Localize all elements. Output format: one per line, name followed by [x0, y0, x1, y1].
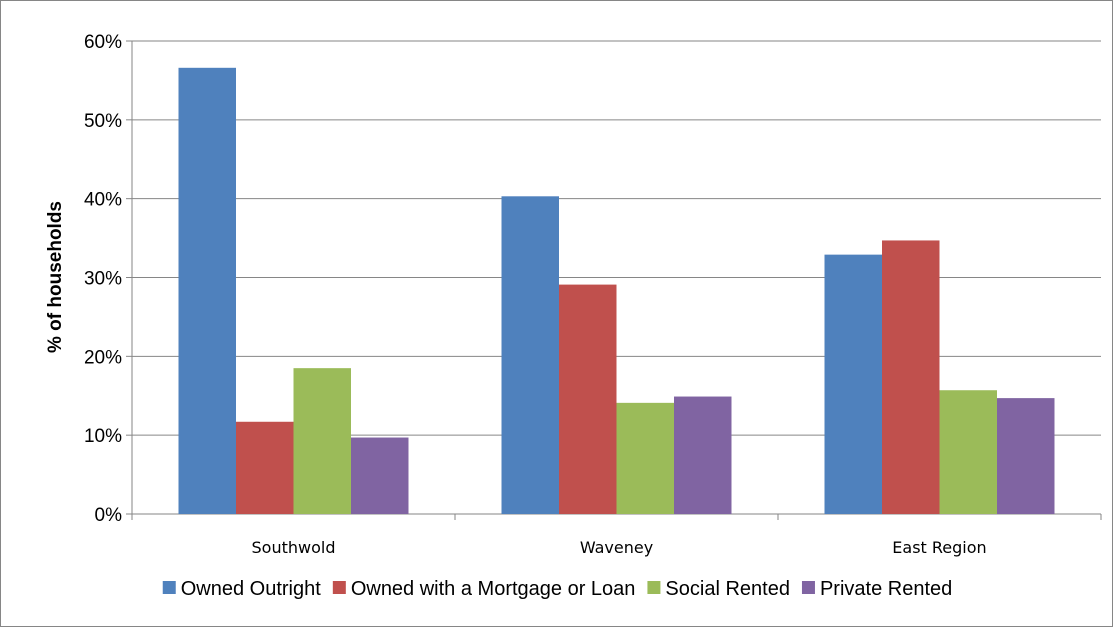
category-label: Waveney [580, 538, 653, 557]
legend-label: Owned with a Mortgage or Loan [351, 578, 636, 600]
legend: Owned Outright Owned with a Mortgage or L… [162, 578, 952, 600]
bar [236, 421, 294, 514]
y-tick-label: 30% [84, 269, 122, 290]
bar [293, 368, 351, 514]
legend-swatch [647, 581, 661, 594]
y-tick-label: 10% [84, 426, 122, 447]
bar [997, 398, 1055, 514]
legend-swatch [332, 581, 346, 594]
bar [351, 437, 409, 514]
legend-item: Owned with a Mortgage or Loan [332, 578, 636, 600]
bars [178, 67, 1055, 514]
legend-item: Social Rented [647, 578, 790, 600]
bar [939, 390, 997, 514]
y-axis-label: % of households [45, 201, 66, 353]
legend-swatch [801, 581, 815, 594]
bar [178, 67, 236, 514]
legend-item: Private Rented [801, 578, 952, 600]
legend-label: Private Rented [820, 578, 952, 600]
bar [882, 240, 940, 514]
legend-label: Social Rented [665, 578, 790, 600]
legend-swatch [162, 581, 176, 594]
bar [616, 402, 674, 514]
bar [559, 284, 617, 514]
bar [824, 254, 882, 514]
category-labels: Southwold Waveney East Region [252, 538, 987, 557]
category-label: Southwold [252, 538, 336, 557]
legend-item: Owned Outright [162, 578, 322, 600]
y-tick-label: 0% [95, 505, 123, 526]
y-tick-label: 20% [84, 347, 122, 368]
bar [674, 396, 732, 514]
y-tick-label: 60% [84, 32, 122, 53]
y-tick-label: 50% [84, 111, 122, 132]
x-tick-marks [131, 514, 1102, 520]
bar [501, 196, 559, 514]
y-tick-label: 40% [84, 190, 122, 211]
y-tick-labels: 0% 10% 20% 30% 40% 50% 60% [84, 32, 122, 526]
category-label: East Region [892, 538, 986, 557]
legend-label: Owned Outright [181, 578, 322, 600]
